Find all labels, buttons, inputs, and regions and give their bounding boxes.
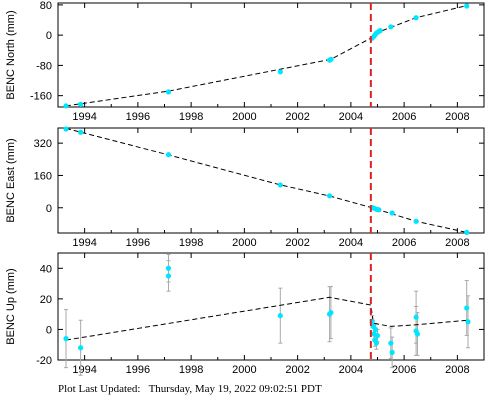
y-axis-label: BENC East (mm): [5, 138, 17, 222]
data-point: [388, 24, 394, 30]
x-tick-label: 2004: [339, 237, 363, 249]
footer-timestamp: Thursday, May 19, 2022 09:02:51 PDT: [148, 383, 322, 395]
y-axis-label: BENC Up (mm): [5, 268, 17, 344]
data-point: [277, 182, 283, 188]
data-point: [414, 331, 421, 337]
data-point: [389, 349, 395, 355]
footer-label: Plot Last Updated:: [58, 383, 141, 395]
x-tick-label: 2000: [232, 237, 256, 249]
data-point: [78, 101, 84, 107]
y-tick-label: -20: [36, 355, 52, 367]
x-tick-label: 1994: [72, 111, 96, 123]
data-point: [413, 218, 419, 224]
y-tick-label: 0: [46, 203, 52, 215]
x-tick-label: 1998: [179, 364, 203, 376]
data-point: [63, 103, 69, 109]
data-point: [63, 126, 69, 132]
data-point: [277, 313, 283, 319]
axes-frame: [57, 252, 485, 361]
model-fit-line: [65, 296, 467, 341]
data-point: [413, 314, 419, 320]
x-tick-label: 2000: [232, 364, 256, 376]
x-tick-label: 1996: [126, 364, 150, 376]
data-point: [63, 336, 69, 342]
data-point: [328, 56, 334, 62]
x-tick-label: 2006: [392, 111, 416, 123]
x-tick-label: 2000: [232, 111, 256, 123]
axes-frame: [57, 127, 485, 234]
x-tick-label: 2004: [339, 364, 363, 376]
plot-updated-footer: Plot Last Updated: Thursday, May 19, 202…: [58, 383, 322, 395]
x-tick-label: 2006: [392, 237, 416, 249]
data-point: [413, 15, 419, 21]
x-tick-label: 1998: [179, 237, 203, 249]
panel-2: 1994 1996 1998 2000 2002 2004 2006 2008 320 160 0 B…: [5, 126, 485, 249]
data-point: [464, 3, 470, 9]
data-point: [165, 89, 172, 95]
data-point: [464, 305, 470, 311]
x-tick-label: 1994: [72, 364, 96, 376]
x-tick-label: 2004: [339, 111, 363, 123]
data-point: [377, 28, 383, 34]
y-tick-label: 0: [46, 30, 52, 42]
x-tick-label: 2002: [285, 111, 309, 123]
model-fit-line: [65, 5, 467, 107]
axes-frame: [57, 2, 485, 108]
y-tick-label: 320: [34, 138, 52, 150]
data-point: [78, 129, 84, 135]
x-tick-label: 1994: [72, 237, 96, 249]
data-point: [373, 340, 380, 346]
x-tick-label: 2008: [445, 364, 469, 376]
y-tick-label: -160: [30, 91, 52, 103]
y-tick-label: 40: [40, 263, 52, 275]
data-point: [376, 207, 382, 213]
x-tick-label: 1996: [126, 111, 150, 123]
data-point: [165, 152, 172, 158]
y-tick-label: 80: [40, 0, 52, 12]
data-point: [389, 210, 395, 216]
data-point: [465, 319, 471, 325]
model-fit-line: [65, 127, 467, 233]
panel-1: 1994 1996 1998 2000 2002 2004 2006 2008 80 0 -80 -1…: [5, 0, 485, 123]
data-point: [464, 229, 470, 235]
y-tick-label: 0: [46, 324, 52, 336]
x-tick-label: 1998: [179, 111, 203, 123]
data-point: [328, 310, 334, 316]
data-point: [78, 345, 84, 351]
data-point: [374, 332, 381, 339]
x-tick-label: 2002: [285, 364, 309, 376]
x-tick-label: 1996: [126, 237, 150, 249]
data-point: [388, 340, 394, 346]
panel-3: 1994 1996 1998 2000 2002 2004 2006 2008 40 20 0 -20…: [5, 252, 485, 376]
x-tick-label: 2008: [445, 111, 469, 123]
y-axis-label: BENC North (mm): [5, 10, 17, 99]
y-tick-label: 20: [40, 294, 52, 306]
data-point: [373, 326, 379, 333]
x-tick-label: 2008: [445, 237, 469, 249]
x-tick-label: 2006: [392, 364, 416, 376]
data-point: [165, 265, 172, 271]
data-point: [277, 69, 283, 75]
data-point: [326, 193, 333, 199]
x-tick-label: 2002: [285, 237, 309, 249]
y-tick-label: 160: [34, 170, 52, 182]
y-tick-label: -80: [36, 60, 52, 72]
data-point: [165, 273, 172, 279]
